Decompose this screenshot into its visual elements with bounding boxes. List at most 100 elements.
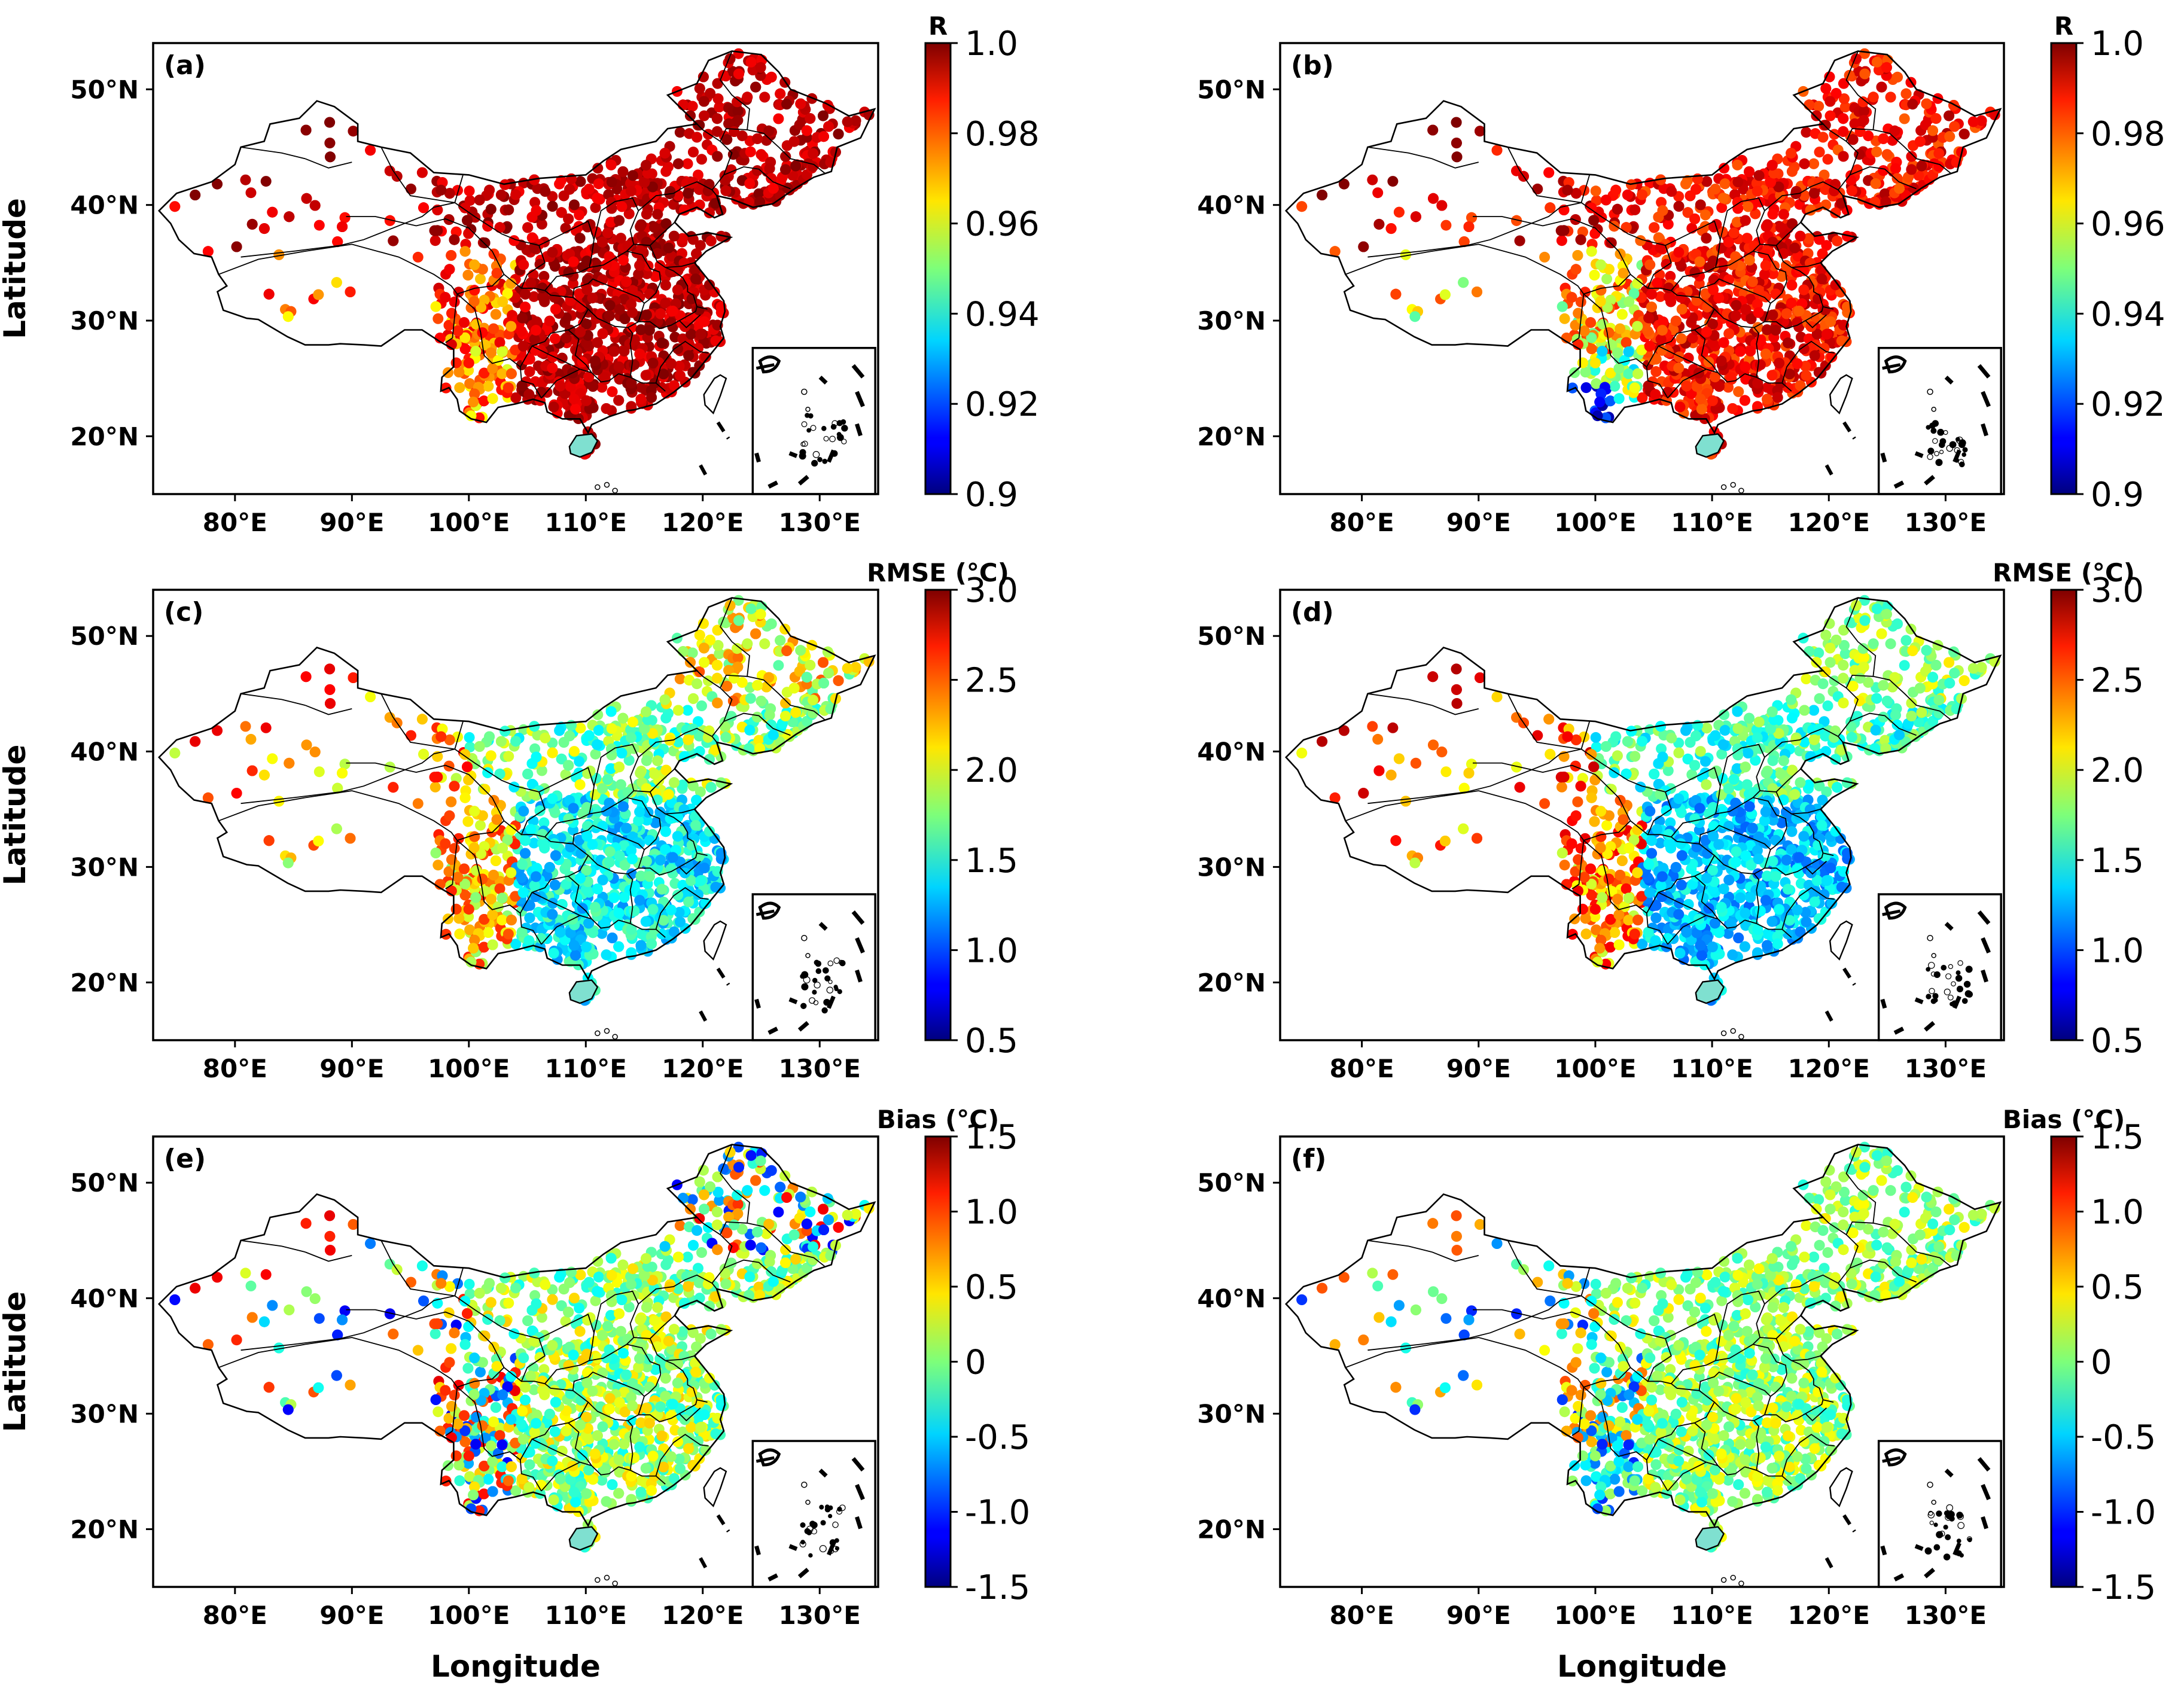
station-point [1586, 332, 1597, 343]
station-point [711, 126, 723, 137]
station-point [621, 276, 632, 287]
station-point [1428, 193, 1439, 204]
station-point [774, 190, 785, 201]
station-point [1900, 88, 1912, 99]
station-point [555, 380, 566, 392]
province-border [218, 243, 458, 295]
station-point [1723, 236, 1734, 248]
station-point [1451, 138, 1462, 149]
province-border [1714, 309, 1827, 330]
station-point [547, 362, 558, 374]
station-point [1730, 251, 1741, 263]
station-point [712, 151, 723, 162]
station-point [613, 395, 625, 406]
station-point [260, 176, 272, 187]
station-point [568, 824, 578, 836]
station-point [1914, 136, 1926, 147]
station-point [459, 332, 471, 343]
station-point [301, 193, 312, 204]
station-point [1799, 158, 1810, 169]
station-point [485, 347, 496, 358]
station-point [1787, 218, 1798, 229]
colorbar-tick-label: 0.98 [965, 115, 1040, 154]
station-point [1847, 134, 1859, 145]
province-border [1658, 345, 1707, 370]
station-point [496, 368, 508, 379]
station-point [634, 348, 645, 359]
station-point [313, 289, 324, 300]
station-point [1579, 325, 1590, 337]
station-point [517, 312, 528, 324]
station-point [818, 110, 828, 121]
station-point [646, 392, 657, 403]
station-point [485, 203, 496, 215]
station-point [635, 221, 646, 232]
station-point [1621, 337, 1632, 348]
station-point [1817, 132, 1829, 143]
station-point [745, 146, 756, 157]
station-point [712, 93, 724, 105]
station-point [1740, 304, 1752, 315]
station-point [788, 136, 800, 147]
station-point [406, 183, 416, 194]
station-point [607, 386, 618, 397]
station-point [1709, 371, 1720, 383]
station-point [1841, 230, 1853, 242]
inset-island [837, 421, 842, 426]
station-point [665, 317, 677, 328]
station-point [604, 251, 615, 263]
station-point [1701, 233, 1712, 244]
station-point [627, 170, 638, 181]
station-point [1594, 397, 1606, 408]
station-point [388, 235, 399, 246]
station-point [1670, 315, 1682, 327]
station-point [1622, 189, 1633, 200]
station-point [1701, 176, 1713, 187]
station-point [1676, 333, 1687, 345]
x-tick-label: 100°E [428, 508, 510, 537]
station-point [1683, 352, 1694, 364]
station-point [693, 343, 703, 354]
station-point [1829, 185, 1840, 197]
province-border [519, 367, 542, 398]
station-point [672, 190, 684, 201]
station-point [1591, 378, 1602, 389]
station-point [1728, 227, 1740, 239]
station-point [212, 178, 223, 190]
station-point [694, 184, 705, 195]
station-point [1719, 163, 1730, 174]
station-point [1825, 316, 1836, 327]
station-point [337, 221, 348, 232]
station-point [1754, 359, 1766, 370]
station-point [526, 232, 538, 243]
station-point [581, 395, 592, 406]
province-border [1791, 267, 1834, 310]
station-point [652, 209, 663, 220]
station-point [1673, 246, 1685, 258]
station-point [568, 256, 579, 267]
station-point [1824, 71, 1835, 83]
station-point [583, 371, 595, 383]
station-point [1760, 221, 1772, 232]
station-point [1892, 71, 1903, 83]
station-point [1735, 346, 1746, 357]
national-border [1284, 50, 2002, 435]
station-point [668, 380, 680, 391]
station-point [644, 288, 655, 300]
station-point [613, 361, 625, 373]
province-border [544, 267, 590, 291]
station-point [1760, 260, 1771, 271]
station-point [1792, 317, 1803, 328]
inset-dash [1893, 480, 1905, 489]
station-point [606, 176, 617, 188]
station-point [430, 301, 441, 312]
station-point [1976, 115, 1987, 126]
station-point [614, 304, 625, 315]
province-border [711, 166, 791, 191]
station-point [324, 138, 336, 149]
inset-dash [1880, 452, 1887, 463]
station-point [733, 68, 744, 80]
station-point [672, 265, 684, 276]
station-point [715, 230, 727, 242]
station-point [1854, 126, 1866, 137]
